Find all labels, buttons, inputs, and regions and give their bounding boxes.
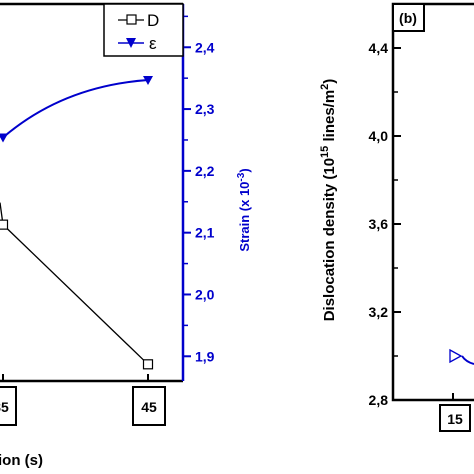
series-epsilon-line	[0, 79, 149, 139]
legend-epsilon-label: ε	[149, 34, 157, 53]
series-d-line	[0, 202, 149, 365]
panel-label-box	[392, 3, 425, 32]
series-epsilon-markers	[0, 76, 153, 143]
left-x-axis-title: ion (s)	[0, 452, 43, 469]
density-axis-ticks: 2,8 3,2 3,6 4,0 4,4	[369, 40, 401, 408]
strain-axis-title: Strain (x 10-3)	[236, 168, 252, 251]
right-x-tick-box-15	[439, 404, 471, 432]
legend: D ε	[103, 3, 184, 57]
strain-tick-label: 2,4	[195, 39, 215, 55]
legend-epsilon-marker	[126, 38, 136, 48]
series-d-markers	[0, 219, 154, 370]
series-epsilon-point	[143, 76, 153, 86]
density-tick-label: 4,0	[369, 128, 389, 144]
strain-tick-label: 2,3	[195, 101, 215, 117]
density-tick-label: 4,4	[369, 40, 389, 56]
x-tick-box-35	[0, 386, 17, 426]
strain-tick-label: 2,1	[195, 225, 215, 241]
legend-d-marker	[126, 14, 137, 25]
x-tick-label-45: 45	[141, 399, 157, 415]
strain-axis-ticks: 1,9 2,0 2,1 2,2 2,3 2,4	[183, 15, 215, 364]
right-series-line-fragment	[461, 355, 474, 365]
series-d-point	[0, 219, 9, 230]
strain-tick-label: 2,2	[195, 163, 215, 179]
legend-box	[103, 3, 184, 57]
x-tick-box-45	[132, 386, 166, 426]
legend-d-label: D	[147, 11, 159, 30]
strain-tick-label: 2,0	[195, 286, 215, 302]
left-panel: 1,9 2,0 2,1 2,2 2,3 2,4 35 45 ion (s) Strain …	[0, 2, 252, 469]
right-series-markers	[449, 348, 463, 364]
right-panel: (b) 2,8 3,2 3,6 4,0 4,4 15 Dislocation densi…	[319, 2, 474, 432]
right-plot-frame	[391, 2, 474, 402]
density-tick-label: 2,8	[369, 392, 389, 408]
series-d-point	[142, 359, 154, 370]
density-tick-label: 3,6	[369, 216, 389, 232]
density-axis-title: Dislocation density (1015 lines/m2)	[319, 79, 338, 322]
series-epsilon-point	[0, 133, 8, 143]
panel-label: (b)	[399, 10, 417, 26]
x-tick-label-35: 35	[0, 399, 9, 415]
density-tick-label: 3,2	[369, 304, 389, 320]
right-series-point	[449, 348, 463, 364]
strain-tick-label: 1,9	[195, 348, 215, 364]
right-x-tick-label-15: 15	[447, 411, 463, 427]
